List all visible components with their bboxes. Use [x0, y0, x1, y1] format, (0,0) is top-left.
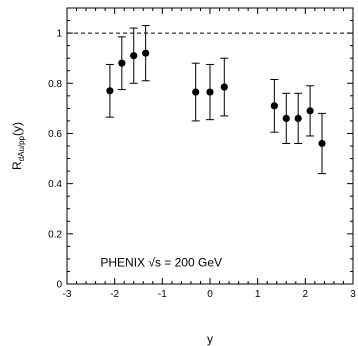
point-marker: [282, 114, 290, 122]
y-axis-label-subscript: dAu/pp: [17, 135, 26, 161]
x-tick-label: 3: [350, 289, 356, 300]
y-tick-label: 1: [56, 29, 62, 40]
data-point: [141, 25, 150, 82]
point-marker: [294, 114, 302, 122]
data-points: [105, 25, 327, 175]
x-tick-label: -2: [110, 289, 119, 300]
point-marker: [220, 83, 228, 91]
data-point: [294, 92, 303, 144]
x-axis-label: y: [207, 332, 213, 346]
data-point: [318, 112, 327, 175]
y-tick-label: 0.4: [48, 179, 62, 190]
data-point: [306, 85, 315, 137]
point-marker: [270, 102, 278, 110]
x-tick-label: -1: [158, 289, 167, 300]
point-marker: [206, 88, 214, 96]
y-tick-label: 0.6: [48, 129, 62, 140]
y-tick-label: 0: [56, 280, 62, 291]
data-point: [206, 63, 214, 121]
y-axis-label-main: R: [10, 161, 24, 170]
y-tick-label: 0.8: [48, 79, 62, 90]
y-axis-label: RdAu/pp(y): [10, 122, 26, 170]
point-marker: [192, 88, 200, 96]
point-marker: [130, 52, 138, 60]
data-point: [117, 36, 126, 91]
plot-frame: [66, 7, 354, 285]
data-point: [220, 57, 229, 117]
data-point: [105, 63, 114, 118]
x-tick-label: 2: [303, 289, 309, 300]
data-point: [282, 92, 291, 144]
y-axis-label-suffix: (y): [10, 122, 24, 136]
point-marker: [118, 59, 126, 67]
axis-ticks: -3 -2 -1 0 1 2 3 0 0.2 0.4 0.6 0.8 1: [48, 7, 356, 300]
data-point: [270, 79, 279, 133]
x-tick-label: -3: [63, 289, 72, 300]
data-point: [191, 62, 200, 122]
point-marker: [318, 139, 326, 148]
point-marker: [142, 49, 150, 57]
y-tick-label: 0.2: [48, 229, 62, 240]
point-marker: [106, 87, 114, 95]
data-point: [129, 27, 138, 84]
chart-annotation: PHENIX √s = 200 GeV: [100, 255, 222, 269]
x-tick-label: 1: [255, 289, 261, 300]
point-marker: [306, 107, 314, 115]
x-tick-label: 0: [207, 289, 213, 300]
